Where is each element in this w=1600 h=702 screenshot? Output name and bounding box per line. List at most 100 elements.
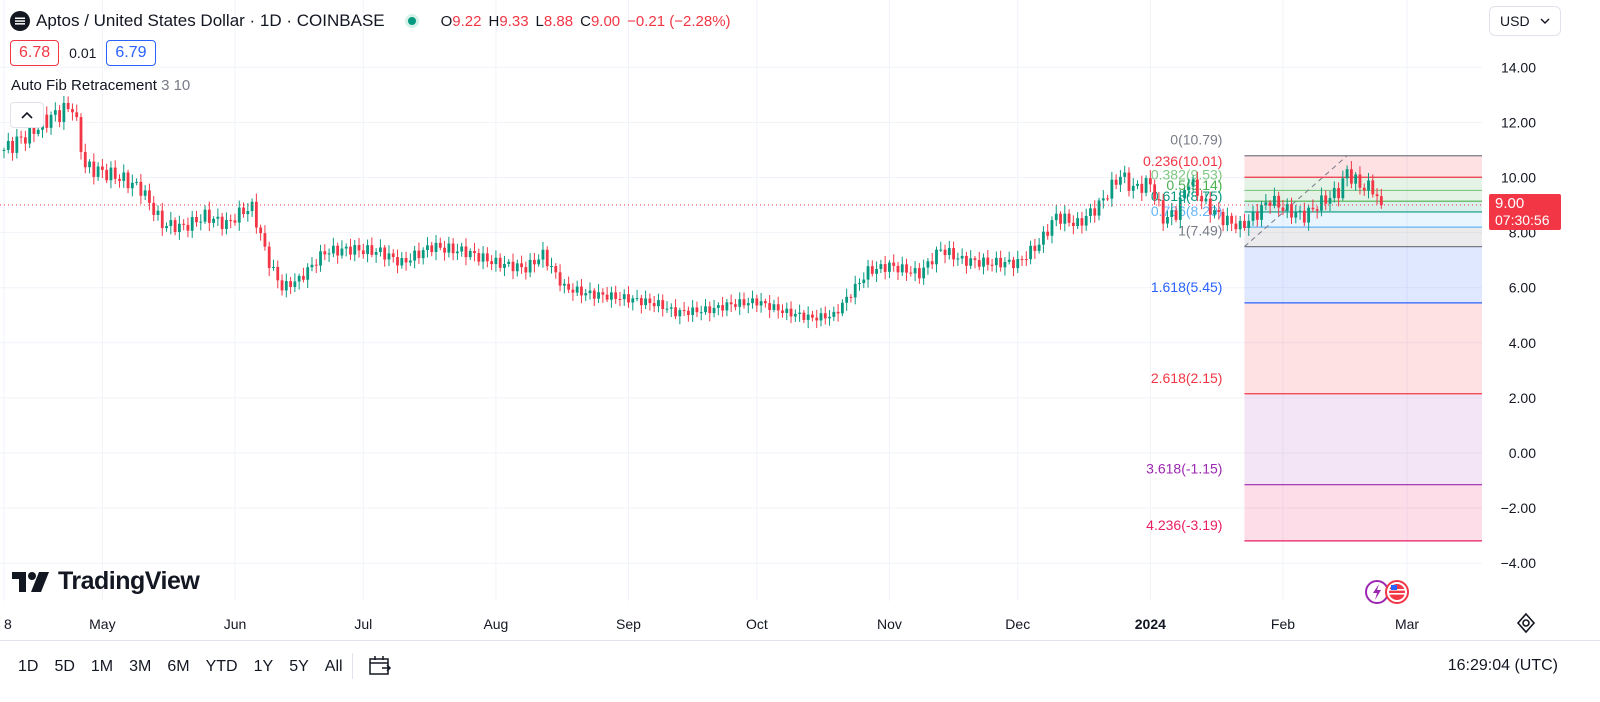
fib-level-label: 0.786(8.20)	[1151, 203, 1223, 219]
candle-body	[862, 279, 866, 284]
candle-body	[554, 266, 558, 273]
candle-body	[1063, 213, 1067, 224]
candle-body	[969, 258, 973, 266]
candle-body	[734, 304, 737, 307]
candle-body	[1131, 185, 1135, 191]
tradingview-logo[interactable]: TradingView	[12, 567, 200, 596]
spread-value: 0.01	[69, 45, 97, 61]
settings-icon[interactable]	[1515, 612, 1537, 634]
candle-body	[379, 247, 382, 253]
events-icon[interactable]	[1364, 579, 1412, 605]
utc-clock[interactable]: 16:29:04 (UTC)	[1447, 657, 1558, 674]
candle-body	[1247, 220, 1251, 228]
candle-body	[1144, 178, 1148, 193]
fib-level-label: 4.236(-3.19)	[1146, 517, 1222, 533]
candle-body	[751, 298, 754, 304]
candle-body	[524, 267, 528, 273]
candle-body	[759, 301, 763, 306]
range-all-button[interactable]: All	[324, 658, 343, 675]
x-axis-label: 8	[4, 616, 12, 632]
candle-body	[1268, 202, 1272, 206]
candle-body	[922, 267, 926, 279]
y-axis-label: −4.00	[1501, 555, 1537, 571]
tradingview-logo-icon	[12, 571, 49, 592]
candle-body	[652, 303, 656, 307]
currency-selector[interactable]: USD	[1489, 6, 1561, 36]
candle-body	[481, 253, 485, 262]
candle-body	[828, 316, 831, 319]
candle-body	[952, 248, 955, 260]
indicator-name: Auto Fib Retracement	[11, 77, 157, 94]
candle-body	[905, 264, 908, 273]
candle-body	[447, 243, 451, 253]
candle-body	[130, 182, 134, 189]
candle-body	[1243, 220, 1246, 228]
candle-body	[1315, 209, 1319, 211]
candle-body	[1320, 195, 1323, 211]
candle-body	[293, 281, 297, 288]
candle-body	[126, 172, 130, 189]
candle-body	[725, 302, 729, 311]
candle-body	[866, 266, 870, 280]
candle-body	[704, 306, 707, 313]
candle-body	[695, 307, 699, 313]
candle-body	[763, 301, 767, 304]
candle-body	[152, 202, 156, 215]
range-1y-button[interactable]: 1Y	[253, 658, 274, 675]
candle-body	[1234, 223, 1238, 230]
candle-body	[207, 209, 211, 223]
fib-level-label: 2.618(2.15)	[1151, 370, 1223, 386]
candle-body	[109, 167, 113, 181]
fib-level-label: 0(10.79)	[1170, 132, 1222, 148]
candle-body	[327, 253, 331, 255]
candle-body	[1337, 187, 1340, 199]
candle-body	[1033, 245, 1037, 251]
candle-body	[785, 308, 789, 313]
candle-body	[990, 264, 994, 266]
range-6m-button[interactable]: 6M	[167, 658, 190, 675]
date-range-button[interactable]	[366, 653, 394, 679]
candle-body	[1029, 245, 1032, 260]
candle-body	[832, 311, 836, 317]
candle-body	[943, 249, 947, 256]
candle-body	[468, 251, 472, 258]
fib-level-label: 1.618(5.45)	[1151, 279, 1223, 295]
range-3m-button[interactable]: 3M	[129, 658, 152, 675]
candle-body	[648, 298, 652, 304]
bid-ask: 6.78 0.01 6.79	[10, 40, 156, 66]
buy-button[interactable]: 6.79	[106, 40, 156, 66]
candle-body	[1067, 213, 1071, 223]
candle-body	[823, 313, 827, 319]
candle-body	[272, 266, 275, 268]
y-axis-label: 4.00	[1509, 335, 1536, 351]
price-chart[interactable]: 0(10.79)0.236(10.01)0.382(9.53)0.5(9.14)…	[0, 0, 1600, 640]
candle-body	[558, 272, 562, 286]
candle-body	[913, 268, 917, 274]
candle-body	[806, 314, 810, 320]
symbol-title[interactable]: Aptos / United States Dollar · 1D · COIN…	[36, 11, 385, 30]
candle-body	[1367, 180, 1370, 191]
range-5y-button[interactable]: 5Y	[289, 658, 309, 675]
candle-body	[391, 253, 395, 258]
candle-body	[259, 227, 263, 234]
candle-body	[669, 307, 673, 309]
range-5d-button[interactable]: 5D	[54, 658, 75, 675]
collapse-legend-button[interactable]	[10, 102, 44, 128]
fib-zone	[1244, 302, 1482, 394]
candle-body	[263, 233, 267, 247]
candle-body	[622, 294, 626, 300]
candle-body	[297, 275, 301, 282]
candle-body	[1148, 178, 1152, 185]
market-status-icon[interactable]	[404, 14, 419, 28]
candle-body	[1294, 212, 1298, 218]
candle-body	[1281, 207, 1285, 211]
indicator-legend[interactable]: Auto Fib Retracement 3 10	[11, 77, 190, 94]
range-ytd-button[interactable]: YTD	[205, 658, 238, 675]
x-axis-label: Sep	[616, 616, 641, 632]
candle-body	[1012, 259, 1015, 269]
range-1d-button[interactable]: 1D	[18, 658, 39, 675]
candle-body	[1349, 169, 1353, 184]
range-1m-button[interactable]: 1M	[90, 658, 114, 675]
sell-button[interactable]: 6.78	[10, 40, 60, 66]
candle-body	[456, 251, 459, 254]
